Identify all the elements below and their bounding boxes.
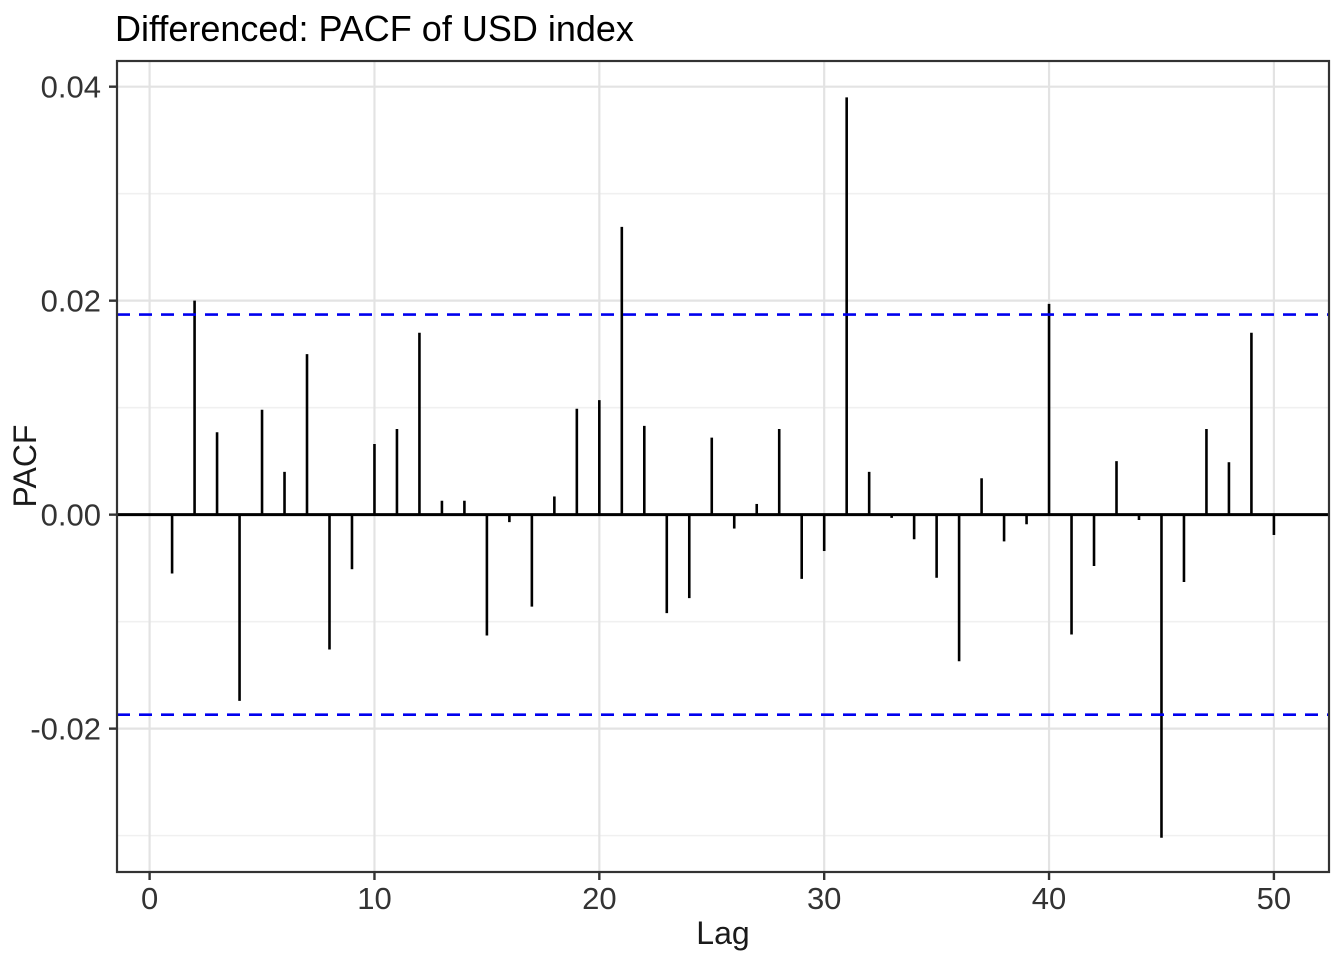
y-tick-label: 0.00: [41, 498, 101, 533]
x-tick-label: 0: [141, 881, 158, 916]
x-tick-label: 30: [807, 881, 841, 916]
panel-border-rect: [115, 59, 1331, 874]
y-tick-label: -0.02: [30, 712, 101, 747]
x-tick-label: 10: [357, 881, 391, 916]
x-axis-tick-labels: 0 10 20 30 40 50: [141, 881, 1291, 916]
confidence-bound-lines: [117, 313, 1329, 717]
x-axis-title: Lag: [696, 915, 749, 951]
x-tick-label: 50: [1257, 881, 1291, 916]
panel-border: [115, 59, 1331, 874]
plot-title: Differenced: PACF of USD index: [115, 8, 634, 49]
x-tick-label: 40: [1032, 881, 1066, 916]
grid-minor-lines: [117, 192, 1329, 837]
y-axis-tick-labels: 0.04 0.02 0.00 -0.02: [30, 70, 101, 747]
grid-major-lines: [117, 61, 1329, 872]
y-axis-title: PACF: [7, 425, 43, 508]
axis-tick-marks: [109, 85, 1276, 880]
x-tick-label: 20: [582, 881, 616, 916]
pacf-bars: [170, 97, 1276, 838]
y-tick-label: 0.04: [41, 70, 101, 105]
y-tick-label: 0.02: [41, 284, 101, 319]
